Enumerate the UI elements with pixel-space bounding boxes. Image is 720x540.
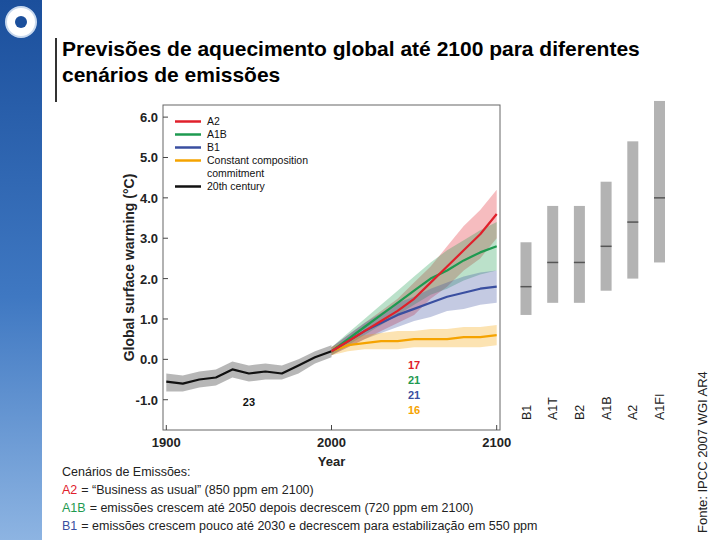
y-tick — [163, 238, 168, 239]
best-estimate — [654, 197, 665, 199]
range-label: B2 — [573, 405, 587, 420]
uncertainty-band — [332, 190, 497, 355]
x-tick — [496, 425, 497, 430]
y-tick — [163, 157, 168, 158]
note-text: = “Business as usual” (850 ppm em 2100) — [81, 483, 313, 497]
y-tick-label: 4.0 — [140, 191, 158, 206]
range-bars: B1 A1T B2 A1B A2 A1FI — [520, 101, 668, 420]
axes: -1.0 0.0 1.0 2.0 3.0 4.0 5.0 6.0 1900 2000 2100 Yea… — [121, 110, 511, 469]
note-row: A2 = “Business as usual” (850 ppm em 2100… — [62, 481, 662, 499]
range-box — [627, 141, 638, 278]
y-tick — [163, 278, 168, 279]
y-tick-label: 3.0 — [140, 231, 158, 246]
logo — [5, 6, 37, 38]
x-tick-label: 1900 — [152, 435, 181, 450]
note-code: A1B — [62, 501, 86, 515]
plot-frame — [163, 105, 500, 430]
uncertainty-band — [166, 345, 331, 391]
x-tick — [331, 425, 332, 430]
source: Fonte: IPCC 2007 WGI AR4 — [695, 371, 710, 533]
range-label: A2 — [626, 405, 640, 420]
note-text: = emissões crescem até 2050 depois decre… — [90, 501, 474, 515]
model-count: 17 — [408, 359, 420, 371]
range-label: B1 — [520, 405, 534, 420]
legend-label: B1 — [207, 141, 220, 153]
legend: A2A1BB1Constant compositioncommitment20t… — [171, 111, 321, 197]
y-tick — [163, 117, 168, 118]
x-tick-label: 2000 — [317, 435, 346, 450]
x-tick — [166, 425, 167, 430]
data-layer — [166, 190, 496, 392]
legend-label-line: 20th century — [207, 180, 266, 192]
notes-heading: Cenários de Emissões: — [62, 463, 662, 481]
y-tick — [163, 399, 168, 400]
legend-swatch — [175, 159, 201, 162]
range-box — [521, 242, 532, 315]
best-estimate — [574, 262, 585, 264]
x-axis-label: Year — [318, 454, 345, 469]
logo-mark — [15, 16, 27, 28]
legend-label: A2 — [207, 115, 220, 127]
model-count: 23 — [243, 396, 255, 408]
range-box — [601, 182, 612, 291]
y-tick — [163, 318, 168, 319]
best-estimate — [627, 221, 638, 223]
uncertainty-band — [332, 271, 497, 356]
y-tick-label: -1.0 — [136, 393, 158, 408]
legend-swatch — [175, 120, 201, 123]
range-label: A1FI — [653, 394, 667, 420]
best-estimate — [601, 246, 612, 248]
series-line — [332, 214, 497, 351]
y-tick-label: 6.0 — [140, 110, 158, 125]
series-line — [166, 351, 331, 383]
y-tick-label: 2.0 — [140, 272, 158, 287]
series-line — [332, 287, 497, 352]
range-box — [574, 206, 585, 303]
range-box — [547, 206, 558, 303]
best-estimate — [521, 286, 532, 288]
scenario-notes: Cenários de Emissões: A2 = “Business as us… — [62, 463, 662, 535]
y-axis-label: Global surface warming (°C) — [121, 174, 137, 362]
model-count: 16 — [408, 404, 420, 416]
uncertainty-band — [332, 325, 497, 355]
legend-label-line: Constant composition — [207, 154, 308, 166]
range-box — [654, 101, 665, 262]
legend-label-line: B1 — [207, 141, 220, 153]
range-label: A1B — [600, 396, 614, 420]
y-tick-label: 1.0 — [140, 312, 158, 327]
legend-swatch — [175, 133, 201, 136]
legend-label: A1B — [207, 128, 227, 140]
legend-swatch — [175, 185, 201, 188]
title-rule — [55, 38, 57, 102]
model-count: 21 — [408, 374, 420, 386]
slide-title: Previsões de aquecimento global até 2100… — [62, 36, 662, 88]
note-code: B1 — [62, 519, 77, 533]
y-tick-label: 0.0 — [140, 352, 158, 367]
series-line — [332, 335, 497, 351]
range-label: A1T — [546, 397, 560, 420]
note-row: B1 = emissões crescem pouco até 2030 e de… — [62, 517, 662, 535]
note-text: = emissões crescem pouco até 2030 e decr… — [81, 519, 537, 533]
note-row: A1B = emissões crescem até 2050 depois de… — [62, 499, 662, 517]
legend-label: 20th century — [207, 180, 266, 192]
y-tick — [163, 197, 168, 198]
legend-label-line: commitment — [207, 167, 264, 179]
y-tick — [163, 359, 168, 360]
chart-canvas: Fonte: IPCC 2007 WGI AR4 -1.0 0.0 1.0 2.0 3.0… — [0, 0, 720, 540]
legend-label-line: A2 — [207, 115, 220, 127]
best-estimate — [547, 262, 558, 264]
sidebar — [0, 0, 42, 540]
legend-box — [171, 111, 321, 197]
model-count: 21 — [408, 389, 420, 401]
x-tick-label: 2100 — [482, 435, 511, 450]
y-tick-label: 5.0 — [140, 150, 158, 165]
note-code: A2 — [62, 483, 77, 497]
legend-label-line: A1B — [207, 128, 227, 140]
legend-swatch — [175, 146, 201, 149]
legend-label: Constant compositioncommitment — [207, 154, 308, 179]
